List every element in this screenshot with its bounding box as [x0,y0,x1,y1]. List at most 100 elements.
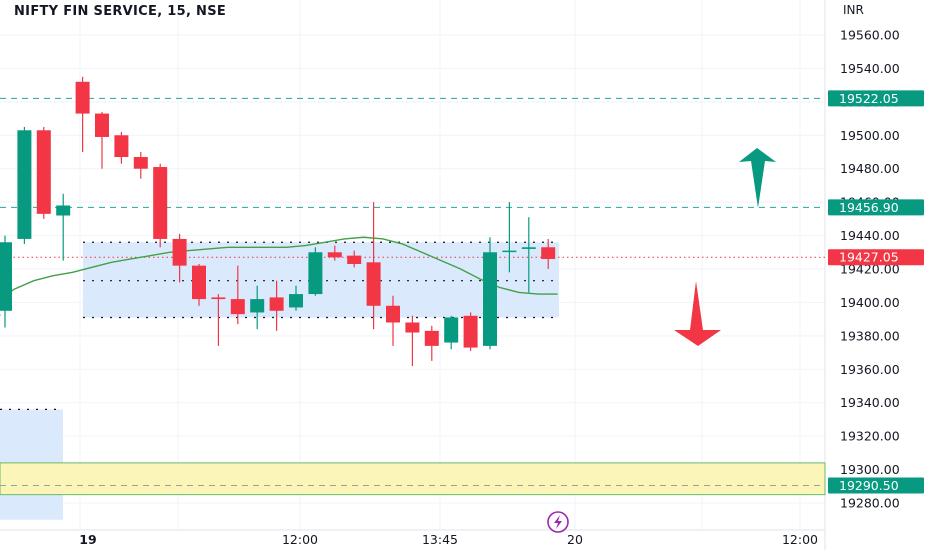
candles [0,76,556,366]
time-tick-label: 12:00 [782,532,818,547]
candle [0,235,12,328]
price-tick-label: 19560.00 [840,28,900,43]
up-arrow-icon [739,148,776,208]
price-tag-bg [828,249,924,266]
arrows [674,148,776,346]
symbol-title: NIFTY FIN SERVICE, 15, NSE [14,4,227,19]
candle-body [133,157,148,169]
price-tick-label: 19400.00 [840,295,900,310]
price-tick-label: 19480.00 [840,161,900,176]
candle [250,285,265,330]
candle-body [405,322,420,333]
candle-body [308,252,323,295]
price-tags: 19522.05 19456.90 19427.05 19290.50 [828,90,924,494]
candle [153,163,168,248]
candle-body [250,299,265,313]
time-tick-label: 13:45 [422,532,458,547]
candle-body [172,238,187,266]
level-lines [0,97,825,258]
candle [521,217,536,293]
candle [95,111,109,169]
candle-body [289,294,303,308]
price-tag-bg [828,199,924,216]
candle-body [75,81,90,114]
currency-label: INR [843,3,864,17]
candle-body [269,297,284,311]
price-tag-text: 19290.50 [839,478,899,493]
candle [269,280,284,331]
candle [347,250,362,268]
candle-body [521,247,536,249]
candle [17,126,32,244]
price-tag-bg [828,477,924,494]
price-tag: 19427.05 [828,249,924,266]
candle [483,237,497,350]
candle-body [347,255,362,264]
candle-body [211,297,226,300]
candle-body [386,305,400,323]
time-tick-label: 20 [567,532,583,547]
price-tick-label: 19360.00 [840,362,900,377]
candle-body [366,262,381,306]
price-tick-label: 19340.00 [840,395,900,410]
price-tag-text: 19522.05 [839,91,899,106]
candle-body [114,135,129,158]
candle-body [327,252,342,258]
candle-body [17,130,32,239]
candle [114,131,129,164]
candle-body [230,299,245,315]
candle-body [36,130,51,214]
candle [133,152,148,179]
price-tick-label: 19540.00 [840,61,900,76]
ma-line [0,236,558,316]
candle [463,312,478,351]
price-tick-label: 19320.00 [840,429,900,444]
candle [424,325,439,361]
down-arrow-icon [674,281,721,346]
candle-body [483,252,497,346]
price-tick-label: 19380.00 [840,328,900,343]
candle [56,193,71,261]
price-tag: 19522.05 [828,90,924,107]
candle [230,265,245,325]
support-zone [0,462,826,496]
candle [444,315,459,350]
candle [541,238,556,269]
lightning-icon[interactable] [547,511,569,533]
candle [502,202,517,273]
price-tag: 19456.90 [828,199,924,216]
candle [308,247,323,296]
price-tick-label: 19280.00 [840,496,900,511]
candle [211,294,226,346]
candle [386,295,400,346]
price-tick-label: 19440.00 [840,228,900,243]
candle-body [502,250,517,253]
time-axis[interactable]: 19 12:00 13:45 20 12:00 [79,532,818,547]
candle [327,245,342,261]
candle-body [153,167,168,239]
time-tick-label: 19 [79,532,96,547]
moving-average [0,236,558,316]
price-tick-label: 19500.00 [840,128,900,143]
price-tag-text: 19427.05 [839,250,899,265]
time-tick-label: 12:00 [282,532,318,547]
candle [192,263,206,306]
price-tick-label: 19300.00 [840,462,900,477]
candle-body [192,265,206,300]
candle [405,315,420,366]
price-tag: 19290.50 [828,477,924,494]
price-tag-text: 19456.90 [839,200,899,215]
candle [172,233,187,283]
zones [0,241,826,520]
candle-body [541,247,556,259]
candle [366,202,381,330]
candle-body [444,317,459,343]
candle-body [0,242,12,311]
price-tick-label: 19420.00 [840,262,900,277]
candle-body [424,330,439,346]
candle [75,76,90,152]
price-tag-bg [828,90,924,107]
candle-body [95,113,109,137]
candle-body [56,205,71,216]
